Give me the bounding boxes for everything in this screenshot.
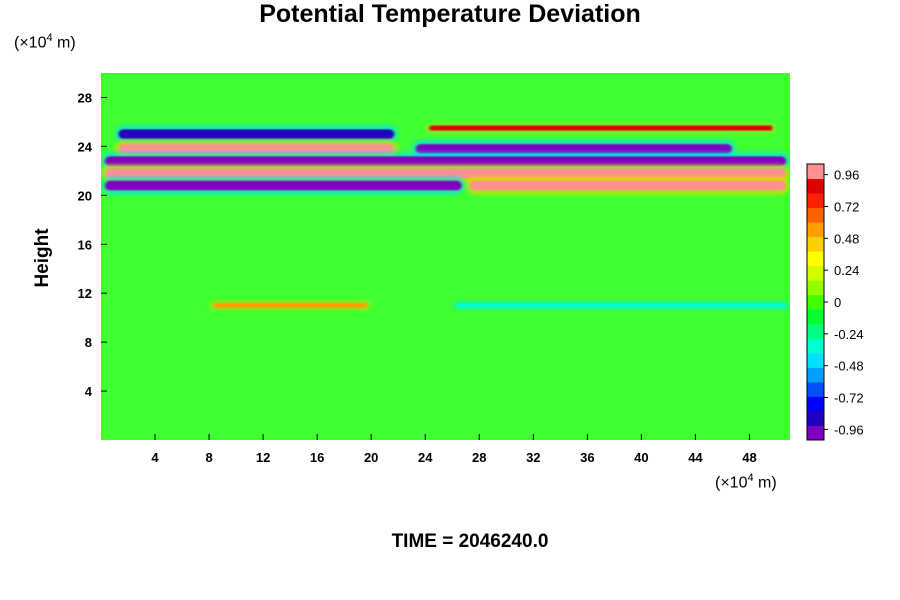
colorbar-swatch — [807, 164, 824, 180]
y-tick-label: 16 — [78, 237, 92, 252]
colorbar-swatch — [807, 338, 824, 354]
x-tick-label: 36 — [580, 450, 594, 465]
colorbar-swatch — [807, 294, 824, 310]
colorbar-swatch — [807, 396, 824, 412]
colorbar-swatch — [807, 265, 824, 281]
y-tick-label: 12 — [78, 286, 92, 301]
colorbar-swatch — [807, 193, 824, 209]
x-tick-label: 20 — [364, 450, 378, 465]
y-tick-label: 4 — [85, 384, 93, 399]
colorbar-tick-label: 0.72 — [834, 199, 859, 214]
colorbar-tick-label: 0.48 — [834, 231, 859, 246]
x-axis-ticks: 4 8 12 16 20 24 28 32 36 40 44 48 — [151, 434, 757, 465]
colorbar-tick-label: 0 — [834, 295, 841, 310]
temperature-field — [101, 123, 790, 311]
colorbar-swatch — [807, 251, 824, 267]
y-tick-label: 28 — [78, 90, 92, 105]
colorbar-swatch — [807, 178, 824, 194]
x-tick-label: 48 — [742, 450, 756, 465]
colorbar-tick-label: -0.72 — [834, 391, 864, 406]
colorbar-swatch — [807, 280, 824, 296]
y-tick-label: 24 — [78, 139, 93, 154]
x-tick-label: 12 — [256, 450, 270, 465]
colorbar-swatch — [807, 410, 824, 426]
x-tick-label: 40 — [634, 450, 648, 465]
chart-title: Potential Temperature Deviation — [259, 0, 641, 28]
field-band — [114, 124, 399, 144]
field-band — [209, 300, 372, 311]
colorbar-tick-label: 0.24 — [834, 263, 859, 278]
colorbar-tick-label: 0.96 — [834, 168, 859, 183]
x-tick-label: 4 — [151, 450, 159, 465]
colorbar-swatch — [807, 381, 824, 397]
colorbar-swatch — [807, 309, 824, 325]
field-band — [425, 123, 777, 134]
x-axis-unit: (×104 m) — [715, 472, 777, 492]
colorbar-swatch — [807, 207, 824, 223]
colorbar-swatch — [807, 323, 824, 339]
x-tick-label: 24 — [418, 450, 433, 465]
colorbar-swatch — [807, 367, 824, 383]
field-band — [452, 300, 790, 311]
y-tick-label: 20 — [78, 188, 92, 203]
colorbar-tick-label: -0.24 — [834, 327, 864, 342]
colorbar-tick-label: -0.96 — [834, 422, 864, 437]
colorbar-swatch — [807, 425, 824, 441]
x-tick-label: 16 — [310, 450, 324, 465]
x-tick-label: 8 — [205, 450, 212, 465]
time-label: TIME = 2046240.0 — [391, 531, 549, 552]
colorbar-swatch — [807, 236, 824, 252]
x-tick-label: 44 — [688, 450, 703, 465]
x-tick-label: 32 — [526, 450, 540, 465]
field-band — [465, 176, 790, 196]
y-axis-ticks: 4 8 12 16 20 24 28 — [78, 90, 107, 399]
colorbar-tick-label: -0.48 — [834, 359, 864, 374]
colorbar-swatch — [807, 222, 824, 238]
x-tick-label: 28 — [472, 450, 486, 465]
field-band — [101, 176, 466, 196]
colorbar: 0.96 0.72 0.48 0.24 0 -0.24 -0.48 -0.72 -0.96 — [806, 163, 864, 441]
colorbar-swatch — [807, 352, 824, 368]
y-axis-unit: (×104 m) — [14, 32, 76, 52]
y-tick-label: 8 — [85, 335, 92, 350]
